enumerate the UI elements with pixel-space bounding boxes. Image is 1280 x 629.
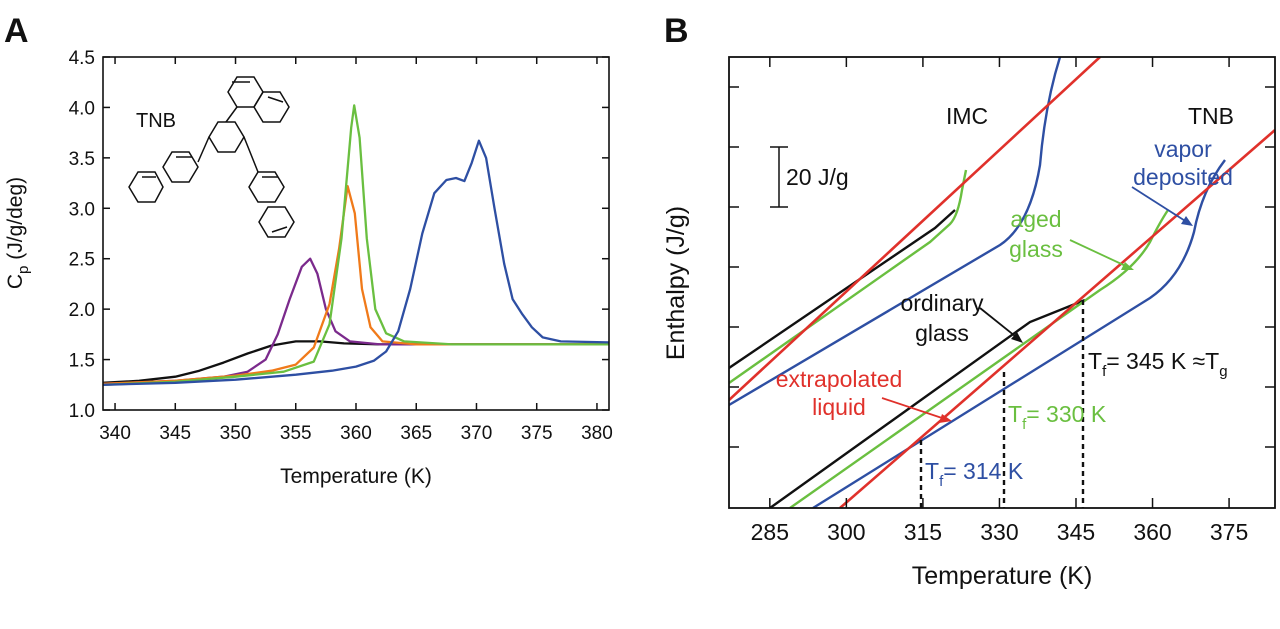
panel-letter-b: B: [664, 12, 689, 50]
label-vapor-deposited-2: deposited: [1133, 164, 1233, 190]
chart-a-xtick-label-4: 360: [340, 423, 372, 444]
chart-a-xtick-label-8: 380: [581, 423, 613, 444]
chart-b-ylabel: Enthalpy (J/g): [662, 206, 690, 360]
tnb-vapor-line: [812, 159, 1226, 508]
fictive-temperature-lines: [919, 300, 1085, 508]
chart-b-yticks: [729, 86, 1275, 448]
chart-a-ytick-label-0: 1.0: [69, 401, 95, 422]
chart-a-series-orange: [102, 184, 609, 385]
tnb-molecule-structure: [128, 76, 295, 238]
scale-bar: [770, 146, 788, 208]
chart-a-ytick-label-3: 2.5: [69, 250, 95, 271]
chart-b: 285 300 315 330 345 360 375 20 J/g IMC TNB: [662, 56, 1276, 590]
chart-b-xlabel: Temperature (K): [912, 562, 1093, 590]
chart-a-xtick-label-2: 350: [220, 423, 252, 444]
label-extrapolated-liquid-1: extrapolated: [776, 366, 903, 392]
chart-b-plot-area: [729, 57, 1275, 508]
label-tf-330: Tf= 330 K: [1008, 401, 1107, 433]
chart-b-xtick-label-0: 285: [751, 519, 789, 545]
chart-a-xtick-label-0: 340: [99, 423, 131, 444]
chart-a-ytick-label-5: 3.5: [69, 149, 95, 170]
chart-a-ytick-label-1: 1.5: [69, 351, 95, 372]
chart-a-ytick-label-2: 2.0: [69, 300, 95, 321]
imc-extrapolated-liquid-line: [729, 57, 1101, 401]
chart-a-ytick-label-4: 3.0: [69, 199, 95, 220]
molecule-label-tnb: TNB: [136, 110, 176, 132]
tnb-extrapolated-liquid-line: [839, 129, 1275, 508]
chart-b-xtick-label-5: 360: [1133, 519, 1171, 545]
chart-a-xtick-label-5: 365: [400, 423, 432, 444]
chart-a-ylabel-rest: (J/g/deg): [4, 177, 27, 266]
chart-a-ylabel-main: C: [4, 274, 27, 289]
chart-a-series-vapor: [102, 139, 610, 386]
chart-b-xtick-label-6: 375: [1210, 519, 1248, 545]
chart-a-xlabel: Temperature (K): [280, 465, 432, 488]
label-ordinary-glass-1: ordinary: [900, 290, 984, 316]
imc-aged-line: [729, 169, 968, 384]
chart-a-ylabel-sub: p: [15, 266, 32, 274]
chart-a: 340 345 350 355 360 365 370 375 380 1.0 1.5 2.0 2.5…: [4, 48, 613, 488]
label-ordinary-glass-2: glass: [915, 320, 969, 346]
chart-b-xtick-label-2: 315: [904, 519, 942, 545]
chart-a-ytick-label-6: 4.0: [69, 98, 95, 119]
chart-b-frame: [728, 56, 1276, 509]
label-tf-314: Tf= 314 K: [925, 458, 1024, 490]
chart-a-xtick-label-3: 355: [280, 423, 312, 444]
chart-a-xtick-label-6: 370: [461, 423, 493, 444]
imc-ordinary-line: [729, 209, 956, 369]
scale-bar-label: 20 J/g: [786, 164, 849, 190]
chart-b-xticks: 285 300 315 330 345 360 375: [751, 57, 1248, 545]
chart-b-xtick-label-1: 300: [827, 519, 865, 545]
label-aged-glass-2: glass: [1009, 236, 1063, 262]
chart-b-xtick-label-3: 330: [980, 519, 1018, 545]
chart-a-series-ordinary: [102, 340, 609, 384]
tnb-aged-line: [789, 209, 1169, 508]
chart-b-xtick-label-4: 345: [1057, 519, 1095, 545]
label-aged-glass-1: aged: [1010, 206, 1061, 232]
chart-a-ylabel: Cp (J/g/deg): [4, 177, 32, 289]
chart-a-ytick-label-7: 4.5: [69, 48, 95, 69]
chart-a-xtick-label-1: 345: [159, 423, 191, 444]
annotation-arrows: [881, 186, 1193, 423]
chart-a-xtick-label-7: 375: [521, 423, 553, 444]
label-tf-345: Tf= 345 K ≈Tg: [1088, 348, 1228, 380]
tnb-ordinary-line: [769, 298, 1086, 508]
label-imc: IMC: [946, 103, 988, 129]
chart-a-xticks: 340 345 350 355 360 365 370 375 380: [99, 57, 613, 444]
label-tnb: TNB: [1188, 103, 1234, 129]
label-extrapolated-liquid-2: liquid: [812, 394, 866, 420]
panel-letter-a: A: [4, 12, 29, 50]
imc-vapor-line: [729, 57, 1062, 407]
chart-a-series-purple: [102, 257, 609, 385]
label-vapor-deposited-1: vapor: [1154, 136, 1212, 162]
chart-a-series-group: [102, 104, 610, 386]
chart-a-yticks: 1.0 1.5 2.0 2.5 3.0 3.5 4.0 4.5: [69, 48, 609, 422]
